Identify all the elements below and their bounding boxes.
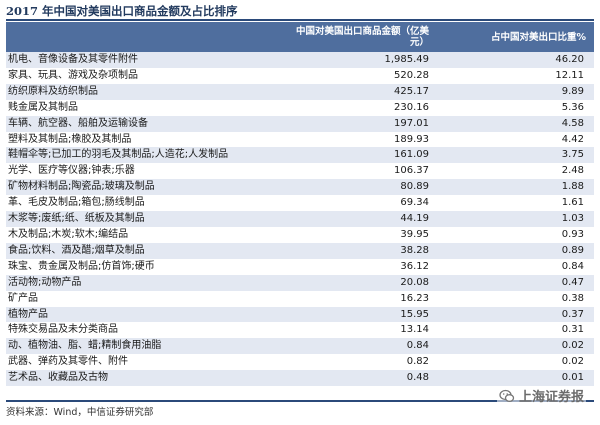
- category-cell: 矿物材料制品;陶瓷品;玻璃及制品: [6, 179, 291, 196]
- category-cell: 塑料及其制品;橡胶及其制品: [6, 131, 291, 148]
- share-cell: 0.37: [449, 306, 594, 323]
- amount-cell: 425.17: [291, 83, 449, 100]
- category-cell: 纺织原料及纺织制品: [6, 83, 291, 100]
- category-cell: 武器、弹药及其零件、附件: [6, 354, 291, 371]
- table-row: 艺术品、收藏品及古物 0.48 0.01: [6, 370, 594, 387]
- category-cell: 木及制品;木炭;软木;编结品: [6, 226, 291, 243]
- share-cell: 0.38: [449, 290, 594, 307]
- table-row: 光学、医疗等仪器;钟表;乐器 106.37 2.48: [6, 163, 594, 180]
- table-row: 植物产品 15.95 0.37: [6, 306, 594, 323]
- table-header-row: 中国对美国出口商品金额（亿美元） 占中国对美出口比重%: [6, 22, 594, 52]
- table-row: 食品;饮料、酒及醋;烟草及制品 38.28 0.89: [6, 242, 594, 259]
- amount-cell: 1,985.49: [291, 52, 449, 68]
- watermark: 上海证券报: [496, 386, 586, 405]
- share-cell: 1.88: [449, 179, 594, 196]
- share-cell: 0.01: [449, 370, 594, 387]
- amount-cell: 38.28: [291, 242, 449, 259]
- category-cell: 艺术品、收藏品及古物: [6, 370, 291, 387]
- share-cell: 4.42: [449, 131, 594, 148]
- share-cell: 9.89: [449, 83, 594, 100]
- amount-cell: 36.12: [291, 258, 449, 275]
- header-amount: 中国对美国出口商品金额（亿美元）: [291, 22, 449, 52]
- amount-cell: 13.14: [291, 322, 449, 339]
- table-row: 矿产品 16.23 0.38: [6, 290, 594, 307]
- table-row: 塑料及其制品;橡胶及其制品 189.93 4.42: [6, 131, 594, 148]
- category-cell: 食品;饮料、酒及醋;烟草及制品: [6, 242, 291, 259]
- share-cell: 0.84: [449, 258, 594, 275]
- category-cell: 机电、音像设备及其零件附件: [6, 52, 291, 68]
- category-cell: 珠宝、贵金属及制品;仿首饰;硬币: [6, 258, 291, 275]
- share-cell: 1.61: [449, 195, 594, 212]
- category-cell: 车辆、航空器、船舶及运输设备: [6, 115, 291, 132]
- table-row: 鞋帽伞等;已加工的羽毛及其制品;人造花;人发制品 161.09 3.75: [6, 147, 594, 164]
- source-note: 资料来源：Wind，中信证券研究部: [6, 407, 154, 418]
- wechat-icon: [499, 389, 515, 402]
- table-row: 特殊交易品及未分类商品 13.14 0.31: [6, 322, 594, 339]
- share-cell: 46.20: [449, 52, 594, 68]
- table-title: 2017 年中国对美国出口商品金额及占比排序: [6, 4, 238, 18]
- table-row: 车辆、航空器、船舶及运输设备 197.01 4.58: [6, 115, 594, 132]
- amount-cell: 197.01: [291, 115, 449, 132]
- amount-cell: 69.34: [291, 195, 449, 212]
- amount-cell: 230.16: [291, 99, 449, 116]
- amount-cell: 16.23: [291, 290, 449, 307]
- watermark-text: 上海证券报: [518, 390, 584, 405]
- share-cell: 4.58: [449, 115, 594, 132]
- amount-cell: 20.08: [291, 274, 449, 291]
- share-cell: 5.36: [449, 99, 594, 116]
- amount-cell: 39.95: [291, 226, 449, 243]
- table-row: 动、植物油、脂、蜡;精制食用油脂 0.84 0.02: [6, 338, 594, 355]
- amount-cell: 44.19: [291, 211, 449, 227]
- amount-cell: 0.82: [291, 354, 449, 371]
- bottom-rule: [6, 400, 594, 402]
- category-cell: 贱金属及其制品: [6, 99, 291, 116]
- category-cell: 矿产品: [6, 290, 291, 307]
- amount-cell: 106.37: [291, 163, 449, 180]
- category-cell: 植物产品: [6, 306, 291, 323]
- header-category: [6, 22, 291, 52]
- table-row: 纺织原料及纺织制品 425.17 9.89: [6, 83, 594, 100]
- category-cell: 木浆等;废纸;纸、纸板及其制品: [6, 211, 291, 227]
- category-cell: 活动物;动物产品: [6, 274, 291, 291]
- category-cell: 鞋帽伞等;已加工的羽毛及其制品;人造花;人发制品: [6, 147, 291, 164]
- share-cell: 2.48: [449, 163, 594, 180]
- table-row: 革、毛皮及制品;箱包;肠线制品 69.34 1.61: [6, 195, 594, 212]
- category-cell: 特殊交易品及未分类商品: [6, 322, 291, 339]
- category-cell: 光学、医疗等仪器;钟表;乐器: [6, 163, 291, 180]
- amount-cell: 80.89: [291, 179, 449, 196]
- table-row: 木及制品;木炭;软木;编结品 39.95 0.93: [6, 226, 594, 243]
- header-share: 占中国对美出口比重%: [449, 22, 594, 52]
- table-row: 贱金属及其制品 230.16 5.36: [6, 99, 594, 116]
- category-cell: 革、毛皮及制品;箱包;肠线制品: [6, 195, 291, 212]
- table-row: 珠宝、贵金属及制品;仿首饰;硬币 36.12 0.84: [6, 258, 594, 275]
- table-row: 武器、弹药及其零件、附件 0.82 0.02: [6, 354, 594, 371]
- amount-cell: 0.48: [291, 370, 449, 387]
- category-cell: 动、植物油、脂、蜡;精制食用油脂: [6, 338, 291, 355]
- export-table: 中国对美国出口商品金额（亿美元） 占中国对美出口比重% 机电、音像设备及其零件附…: [6, 22, 594, 387]
- category-cell: 家具、玩具、游戏及杂项制品: [6, 67, 291, 84]
- amount-cell: 161.09: [291, 147, 449, 164]
- share-cell: 0.31: [449, 322, 594, 339]
- share-cell: 3.75: [449, 147, 594, 164]
- table-row: 机电、音像设备及其零件附件 1,985.49 46.20: [6, 52, 594, 68]
- share-cell: 1.03: [449, 211, 594, 227]
- table-row: 活动物;动物产品 20.08 0.47: [6, 274, 594, 291]
- share-cell: 0.93: [449, 226, 594, 243]
- share-cell: 0.47: [449, 274, 594, 291]
- table-row: 木浆等;废纸;纸、纸板及其制品 44.19 1.03: [6, 211, 594, 227]
- amount-cell: 189.93: [291, 131, 449, 148]
- amount-cell: 15.95: [291, 306, 449, 323]
- share-cell: 0.89: [449, 242, 594, 259]
- table-row: 矿物材料制品;陶瓷品;玻璃及制品 80.89 1.88: [6, 179, 594, 196]
- amount-cell: 0.84: [291, 338, 449, 355]
- share-cell: 12.11: [449, 67, 594, 84]
- share-cell: 0.02: [449, 354, 594, 371]
- table-row: 家具、玩具、游戏及杂项制品 520.28 12.11: [6, 67, 594, 84]
- amount-cell: 520.28: [291, 67, 449, 84]
- top-rule: [6, 19, 594, 21]
- share-cell: 0.02: [449, 338, 594, 355]
